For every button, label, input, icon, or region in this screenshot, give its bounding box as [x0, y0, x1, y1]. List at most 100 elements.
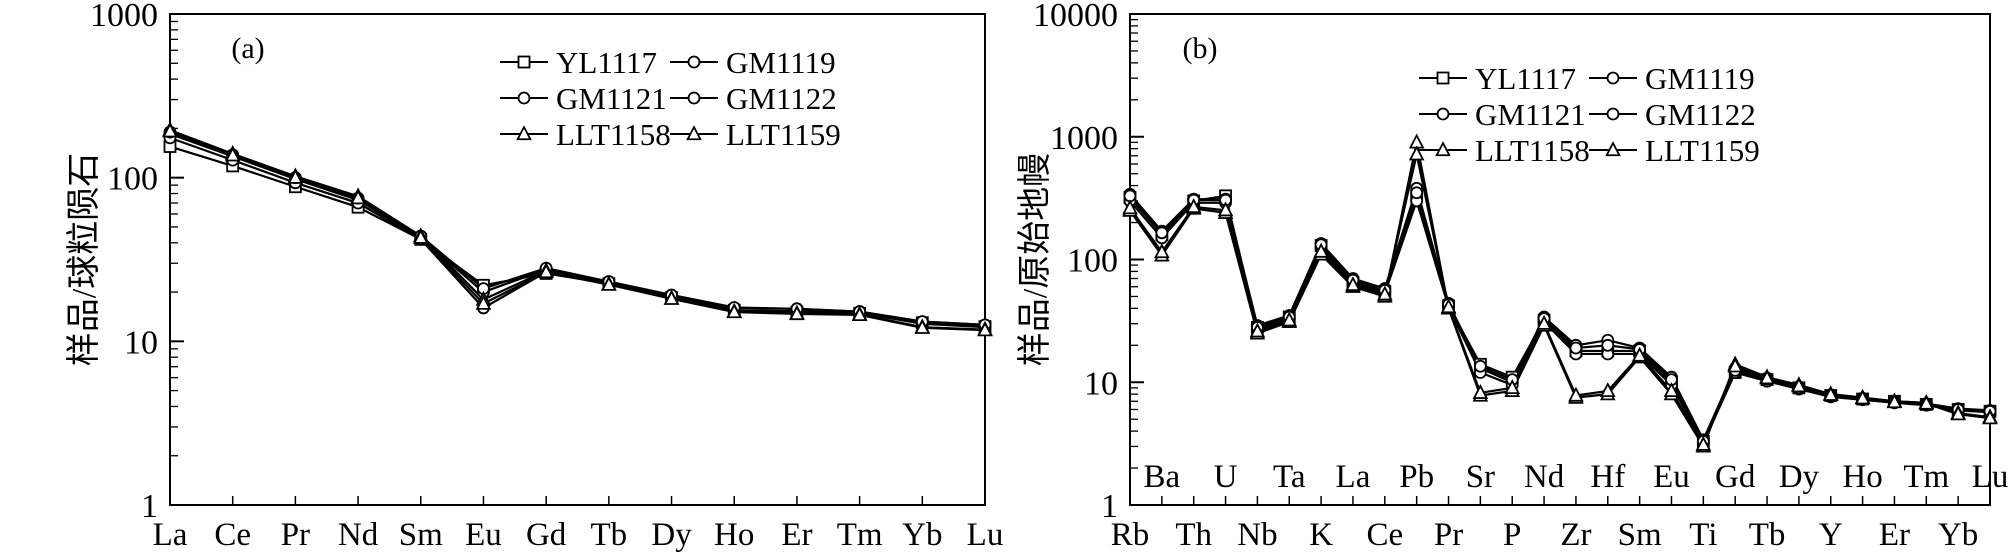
marker-triangle [1345, 276, 1361, 292]
legend-label: LLT1158 [556, 117, 671, 152]
x-tick-label: Nb [1237, 517, 1277, 553]
marker-circle [687, 55, 701, 69]
x-tick-label: Pr [1434, 517, 1463, 553]
marker-triangle [1217, 201, 1234, 217]
x-tick-label: Dy [1779, 459, 1820, 495]
x-tick-label: Ce [214, 517, 251, 553]
x-tick-label: Sm [399, 517, 443, 553]
marker-triangle [1695, 435, 1712, 451]
marker-triangle [516, 125, 532, 141]
marker-triangle [1918, 394, 1935, 410]
series-line-LLT1159 [169, 130, 986, 332]
y-tick-label: 1 [141, 488, 158, 525]
marker-triangle [851, 306, 868, 322]
marker-triangle [686, 125, 702, 141]
marker-circle [687, 91, 701, 105]
legend-label: LLT1158 [1475, 133, 1590, 168]
legend-label: GM1122 [726, 81, 837, 116]
y-tick-label: 10 [124, 324, 158, 361]
marker-triangle [1759, 369, 1775, 385]
marker-circle [1601, 338, 1615, 352]
marker-triangle [538, 263, 554, 279]
x-tick-label: La [1336, 459, 1371, 495]
x-tick-label: Th [1175, 517, 1212, 553]
marker-triangle [1249, 322, 1266, 338]
marker-triangle [1791, 377, 1807, 393]
x-tick-label: Tm [837, 517, 883, 553]
marker-triangle [162, 122, 178, 138]
marker-triangle [1982, 409, 1998, 425]
y-tick-label: 1000 [1050, 120, 1118, 157]
marker-triangle [1377, 285, 1393, 301]
marker-triangle [1950, 405, 1966, 421]
marker-triangle [1605, 141, 1621, 157]
marker-triangle [1435, 141, 1451, 157]
x-tick-label: Tm [1903, 459, 1949, 495]
marker-triangle [914, 318, 931, 334]
marker-triangle [1854, 389, 1871, 405]
marker-circle [1410, 186, 1424, 200]
marker-triangle [1536, 314, 1552, 330]
x-tick-label: Tb [1749, 517, 1786, 553]
plot-frame [169, 13, 986, 506]
x-tick-label: Pr [281, 517, 310, 553]
x-tick-label: Tb [591, 517, 628, 553]
x-tick-label: La [153, 517, 188, 553]
series-line-LLT1159 [1129, 154, 1991, 448]
x-tick-label: Er [1879, 517, 1910, 553]
series-line-GM1119 [169, 132, 986, 327]
marker-triangle [1122, 199, 1138, 215]
chart-panel-a: 1 10 100 1000 La Ce Pr Nd Sm Eu Gd Tb Dy Ho Er Tm Yb Lu (a… [65, 0, 1004, 553]
x-tick-label: Pb [1399, 459, 1434, 495]
x-tick-label: Sm [1618, 517, 1662, 553]
x-tick-label: Ta [1273, 459, 1306, 495]
marker-square [1436, 71, 1450, 85]
marker-triangle [475, 294, 492, 310]
marker-circle [517, 91, 531, 105]
marker-triangle [789, 305, 805, 321]
y-tick-label: 10 [1084, 365, 1118, 402]
x-tick-label: Yb [1938, 517, 1978, 553]
x-tick-label: Lu [967, 517, 1004, 553]
marker-square [517, 55, 531, 69]
legend-label: GM1121 [1475, 97, 1586, 132]
legend-label: LLT1159 [1645, 133, 1760, 168]
panel-label: (b) [1183, 32, 1218, 65]
x-tick-label: Nd [338, 517, 379, 553]
marker-triangle [1663, 382, 1680, 398]
x-tick-label: Ti [1689, 517, 1717, 553]
marker-triangle [601, 275, 617, 291]
marker-triangle [1440, 298, 1457, 314]
legend-label: YL1117 [556, 45, 657, 80]
marker-circle [1155, 226, 1169, 240]
x-tick-label: Ho [1842, 459, 1882, 495]
x-tick-label: P [1503, 517, 1521, 553]
marker-triangle [1568, 386, 1584, 402]
x-tick-label: Hf [1590, 459, 1625, 495]
marker-triangle [1185, 198, 1202, 214]
marker-circle [1606, 71, 1620, 85]
x-tick-label: Nd [1524, 459, 1565, 495]
y-axis-title: 样品/原始地幔 [1016, 153, 1054, 366]
marker-triangle [1281, 311, 1298, 327]
x-tick-label: Rb [1111, 517, 1150, 553]
x-tick-label: Yb [902, 517, 942, 553]
marker-triangle [1472, 384, 1489, 399]
marker-circle [1606, 107, 1620, 121]
x-tick-label: Ba [1144, 459, 1181, 495]
x-tick-label: Sr [1466, 459, 1495, 495]
series-line-GM1122 [169, 131, 986, 327]
marker-triangle [412, 228, 429, 244]
x-tick-label: Gd [526, 517, 567, 553]
marker-circle [1473, 359, 1487, 373]
x-tick-label: Dy [651, 517, 692, 553]
series-line-GM1121 [169, 136, 986, 329]
legend-label: GM1122 [1645, 97, 1756, 132]
legend-label: YL1117 [1475, 61, 1576, 96]
y-tick-label: 1000 [90, 0, 158, 34]
marker-triangle [224, 146, 241, 162]
marker-triangle [1599, 382, 1616, 398]
x-tick-label: Er [781, 517, 812, 553]
